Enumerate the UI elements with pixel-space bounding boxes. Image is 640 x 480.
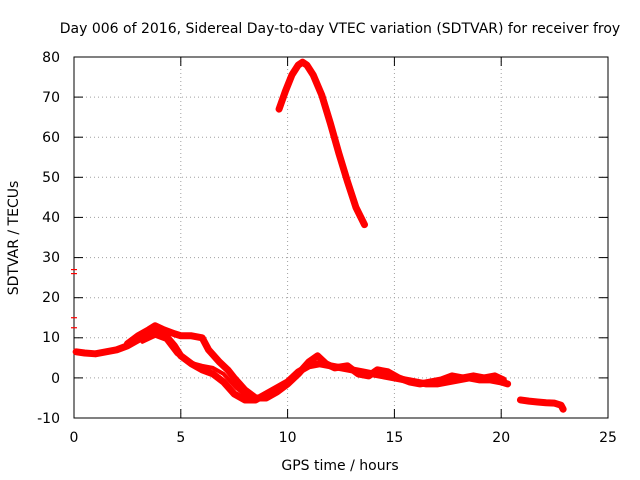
x-tick-label-0: 0 [70, 430, 79, 446]
series-line-segment-late [516, 396, 567, 413]
grid [74, 57, 608, 418]
y-tick-labels: 80 70 60 50 40 30 20 10 0 -10 [37, 50, 60, 427]
y-tick-label-20: 20 [42, 290, 60, 306]
y-tick-label-50: 50 [42, 170, 60, 186]
series-line-segment-peak [275, 58, 368, 229]
x-tick-labels: 0 5 10 15 20 25 [70, 430, 617, 446]
series-line-segment-early-upper [123, 322, 507, 402]
ticks [73, 56, 609, 419]
y-tick-label-70: 70 [42, 90, 60, 106]
plot-frame [73, 56, 609, 419]
x-tick-label-20: 20 [492, 430, 510, 446]
plot-frame-rect [73, 56, 609, 419]
series-line-segment-early-middle [140, 333, 252, 400]
series-layer [71, 58, 567, 413]
x-tick-label-5: 5 [176, 430, 185, 446]
y-tick-label-40: 40 [42, 210, 60, 226]
y-axis-label: SDTVAR / TECUs [6, 181, 22, 296]
y-tick-label-10: 10 [42, 330, 60, 346]
x-axis-label: GPS time / hours [281, 458, 398, 474]
x-tick-label-10: 10 [279, 430, 297, 446]
y-tick-label-minus10: -10 [37, 411, 60, 427]
chart-title: Day 006 of 2016, Sidereal Day-to-day VTE… [60, 21, 620, 37]
y-tick-label-30: 30 [42, 250, 60, 266]
x-tick-label-15: 15 [385, 430, 403, 446]
y-tick-label-0: 0 [51, 371, 60, 387]
x-tick-label-25: 25 [599, 430, 617, 446]
y-tick-label-80: 80 [42, 50, 60, 66]
y-tick-label-60: 60 [42, 130, 60, 146]
